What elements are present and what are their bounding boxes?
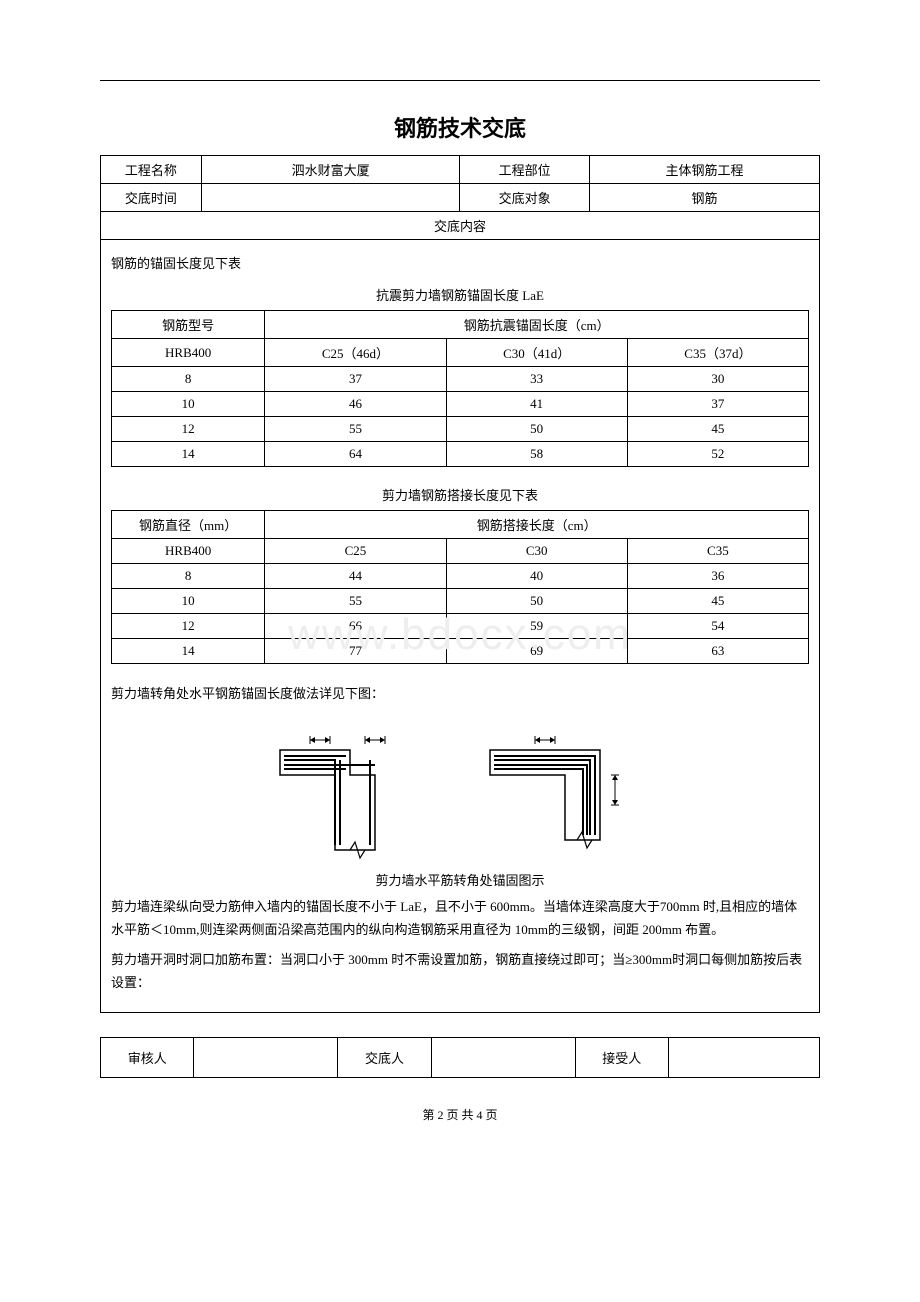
diagram-row: [111, 720, 809, 860]
header-table: 工程名称 泗水财富大厦 工程部位 主体钢筋工程 交底时间 交底对象 钢筋 交底内…: [100, 155, 820, 240]
t1-sub-3: C35（37d）: [627, 339, 808, 367]
page-title: 钢筋技术交底: [100, 111, 820, 143]
t2-r3c0: 14: [112, 639, 265, 664]
t2-span-header: 钢筋搭接长度（cm）: [265, 511, 809, 539]
t1-sub-2: C30（41d）: [446, 339, 627, 367]
top-rule: [100, 80, 820, 81]
table1-title: 抗震剪力墙钢筋锚固长度 LaE: [111, 285, 809, 304]
t1-r2c0: 12: [112, 417, 265, 442]
label-disclosure: 交底人: [338, 1038, 431, 1078]
t2-r3c1: 77: [265, 639, 446, 664]
content-body: 钢筋的锚固长度见下表 抗震剪力墙钢筋锚固长度 LaE 钢筋型号 钢筋抗震锚固长度…: [100, 240, 820, 1013]
t1-span-header: 钢筋抗震锚固长度（cm）: [265, 311, 809, 339]
label-project-part: 工程部位: [460, 156, 589, 184]
t1-r3c2: 58: [446, 442, 627, 467]
label-content: 交底内容: [101, 212, 820, 240]
value-time: [201, 184, 460, 212]
lap-table: 钢筋直径（mm） 钢筋搭接长度（cm） HRB400 C25 C30 C35 8…: [111, 510, 809, 664]
t1-sub-1: C25（46d）: [265, 339, 446, 367]
t2-col1-header: 钢筋直径（mm）: [112, 511, 265, 539]
t2-r0c2: 40: [446, 564, 627, 589]
t1-r0c3: 30: [627, 367, 808, 392]
t2-r2c3: 54: [627, 614, 808, 639]
t2-r0c3: 36: [627, 564, 808, 589]
t1-r0c1: 37: [265, 367, 446, 392]
t2-r1c3: 45: [627, 589, 808, 614]
value-reviewer: [194, 1038, 338, 1078]
t1-r0c0: 8: [112, 367, 265, 392]
t2-r1c1: 55: [265, 589, 446, 614]
table2-title: 剪力墙钢筋搭接长度见下表: [111, 485, 809, 504]
t1-r1c0: 10: [112, 392, 265, 417]
t2-r2c2: 59: [446, 614, 627, 639]
body-para-0: 剪力墙连梁纵向受力筋伸入墙内的锚固长度不小于 LaE，且不小于 600mm。当墙…: [111, 895, 809, 942]
t1-r2c2: 50: [446, 417, 627, 442]
signature-table: 审核人 交底人 接受人: [100, 1037, 820, 1078]
diagram-intro: 剪力墙转角处水平钢筋锚固长度做法详见下图：: [111, 682, 809, 705]
label-receiver: 接受人: [575, 1038, 668, 1078]
intro-para: 钢筋的锚固长度见下表: [111, 252, 809, 275]
t2-r0c1: 44: [265, 564, 446, 589]
l-corner-diagram: [480, 720, 650, 860]
diagram-caption: 剪力墙水平筋转角处锚固图示: [111, 870, 809, 889]
t1-r1c1: 46: [265, 392, 446, 417]
t2-r1c2: 50: [446, 589, 627, 614]
t1-r2c3: 45: [627, 417, 808, 442]
t2-r3c2: 69: [446, 639, 627, 664]
value-target: 钢筋: [589, 184, 819, 212]
t1-r3c3: 52: [627, 442, 808, 467]
t2-sub-3: C35: [627, 539, 808, 564]
body-para-1: 剪力墙开洞时洞口加筋布置：当洞口小于 300mm 时不需设置加筋，钢筋直接绕过即…: [111, 948, 809, 995]
t-corner-diagram: [270, 720, 440, 860]
label-time: 交底时间: [101, 184, 202, 212]
anchorage-table: 钢筋型号 钢筋抗震锚固长度（cm） HRB400 C25（46d） C30（41…: [111, 310, 809, 467]
t1-sub-0: HRB400: [112, 339, 265, 367]
t2-r0c0: 8: [112, 564, 265, 589]
t1-r3c1: 64: [265, 442, 446, 467]
t2-r2c0: 12: [112, 614, 265, 639]
label-reviewer: 审核人: [101, 1038, 194, 1078]
t1-r1c2: 41: [446, 392, 627, 417]
t1-r1c3: 37: [627, 392, 808, 417]
t1-r2c1: 55: [265, 417, 446, 442]
value-receiver: [669, 1038, 820, 1078]
page-number: 第 2 页 共 4 页: [100, 1106, 820, 1123]
t2-r3c3: 63: [627, 639, 808, 664]
t2-r1c0: 10: [112, 589, 265, 614]
t2-sub-2: C30: [446, 539, 627, 564]
t1-r0c2: 33: [446, 367, 627, 392]
t2-sub-1: C25: [265, 539, 446, 564]
value-project-name: 泗水财富大厦: [201, 156, 460, 184]
t2-r2c1: 66: [265, 614, 446, 639]
value-project-part: 主体钢筋工程: [589, 156, 819, 184]
label-project-name: 工程名称: [101, 156, 202, 184]
value-disclosure: [431, 1038, 575, 1078]
t1-r3c0: 14: [112, 442, 265, 467]
t2-sub-0: HRB400: [112, 539, 265, 564]
label-target: 交底对象: [460, 184, 589, 212]
t1-col1-header: 钢筋型号: [112, 311, 265, 339]
